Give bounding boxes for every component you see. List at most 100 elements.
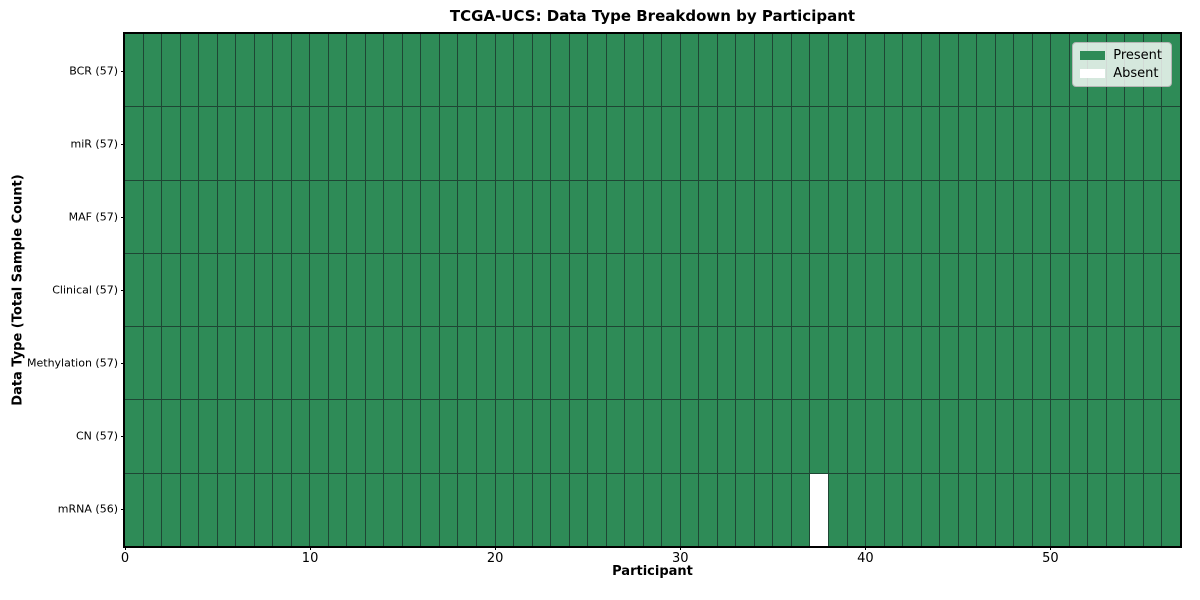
heatmap-cell-present <box>828 107 847 180</box>
heatmap-cell-present <box>754 180 773 253</box>
heatmap-cell-present <box>199 107 217 180</box>
heatmap-cell-present <box>1014 34 1032 107</box>
heatmap-cell-present <box>125 107 143 180</box>
heatmap-cell-present <box>180 107 199 180</box>
heatmap-cell-present <box>328 473 347 546</box>
heatmap-cell-present <box>569 400 588 473</box>
heatmap-cell-present <box>1088 253 1106 327</box>
y-tick-mark <box>121 216 125 218</box>
x-tick-label: 0 <box>120 551 130 566</box>
heatmap-cell-present <box>662 180 680 253</box>
heatmap-cell-present <box>421 253 439 327</box>
heatmap-cell-present <box>217 327 236 400</box>
heatmap-cell-present <box>180 400 199 473</box>
heatmap-cell-present <box>532 473 551 546</box>
heatmap-cell-present <box>1106 400 1125 473</box>
heatmap-cell-present <box>958 180 977 253</box>
heatmap-cell-present <box>199 400 217 473</box>
heatmap-cell-present <box>588 473 606 546</box>
heatmap-cell-present <box>439 107 458 180</box>
heatmap-cell-present <box>717 400 736 473</box>
x-tick-mark <box>1050 546 1052 550</box>
heatmap-cell-present <box>828 473 847 546</box>
heatmap-cell-present <box>754 107 773 180</box>
legend-item-present: Present <box>1080 49 1162 62</box>
heatmap-cell-present <box>1032 253 1051 327</box>
heatmap-cell-present <box>365 253 384 327</box>
heatmap-cell-present <box>347 107 365 180</box>
y-tick-mark <box>121 436 125 438</box>
heatmap-cell-present <box>884 253 903 327</box>
heatmap-cell-present <box>903 400 921 473</box>
heatmap-cell-present <box>291 34 310 107</box>
heatmap-cell-present <box>273 107 291 180</box>
heatmap-cell-present <box>162 180 180 253</box>
heatmap-cell-present <box>199 327 217 400</box>
heatmap-cell-present <box>291 400 310 473</box>
heatmap-cell-present <box>1069 180 1088 253</box>
heatmap-cell-present <box>773 327 791 400</box>
heatmap-cell-present <box>236 107 254 180</box>
heatmap-cell-present <box>921 473 940 546</box>
heatmap-cell-present <box>977 107 995 180</box>
heatmap-cell-present <box>162 400 180 473</box>
heatmap-cell-present <box>1162 253 1180 327</box>
heatmap-cell-present <box>643 253 662 327</box>
heatmap-cell-present <box>791 327 810 400</box>
heatmap-cell-present <box>162 473 180 546</box>
heatmap-cell-present <box>810 34 828 107</box>
heatmap-cell-present <box>476 473 495 546</box>
heatmap-cell-present <box>606 253 625 327</box>
heatmap-cell-present <box>347 34 365 107</box>
heatmap-cell-present <box>551 253 569 327</box>
x-tick-label: 10 <box>301 551 319 566</box>
heatmap-cell-present <box>495 107 514 180</box>
heatmap-cell-present <box>791 107 810 180</box>
heatmap-cell-present <box>347 253 365 327</box>
heatmap-cell-present <box>384 107 402 180</box>
heatmap-cell-present <box>1051 473 1069 546</box>
heatmap-cell-present <box>551 327 569 400</box>
heatmap-cell-present <box>514 34 532 107</box>
heatmap-cell-present <box>1051 107 1069 180</box>
heatmap-cell-present <box>125 253 143 327</box>
heatmap-cell-present <box>1069 253 1088 327</box>
heatmap-cell-present <box>199 180 217 253</box>
chart-title: TCGA-UCS: Data Type Breakdown by Partici… <box>449 7 856 25</box>
heatmap-cell-present <box>569 473 588 546</box>
heatmap-cell-present <box>421 34 439 107</box>
heatmap-cell-present <box>828 253 847 327</box>
heatmap-cell-present <box>717 107 736 180</box>
heatmap-cell-present <box>551 400 569 473</box>
heatmap-cell-present <box>1125 400 1143 473</box>
heatmap-cell-present <box>940 180 958 253</box>
heatmap-cell-present <box>1014 400 1032 473</box>
y-tick-label-BCR: BCR (57) <box>69 64 118 78</box>
heatmap-cell-present <box>680 180 699 253</box>
heatmap-cell-present <box>680 107 699 180</box>
y-tick-label-Methylation: Methylation (57) <box>27 356 118 370</box>
heatmap-cell-present <box>180 253 199 327</box>
heatmap-cell-present <box>514 473 532 546</box>
heatmap-cell-present <box>1106 253 1125 327</box>
heatmap-cell-present <box>365 327 384 400</box>
heatmap-cell-present <box>125 400 143 473</box>
heatmap-cell-present <box>847 327 866 400</box>
x-tick-mark <box>495 546 497 550</box>
heatmap-cell-present <box>995 400 1014 473</box>
heatmap-cell-present <box>773 180 791 253</box>
heatmap-cell-present <box>940 327 958 400</box>
heatmap-cell-present <box>625 107 643 180</box>
heatmap-cell-present <box>1106 327 1125 400</box>
heatmap-cell-present <box>699 400 717 473</box>
heatmap-cell-present <box>569 180 588 253</box>
heatmap-cell-present <box>273 473 291 546</box>
heatmap-cell-present <box>143 473 162 546</box>
heatmap-cell-present <box>866 107 884 180</box>
heatmap-cell-present <box>1069 473 1088 546</box>
heatmap-cell-present <box>328 253 347 327</box>
heatmap-cell-present <box>365 34 384 107</box>
heatmap-cell-present <box>458 400 476 473</box>
heatmap-cell-present <box>903 34 921 107</box>
x-tick-label: 30 <box>671 551 689 566</box>
